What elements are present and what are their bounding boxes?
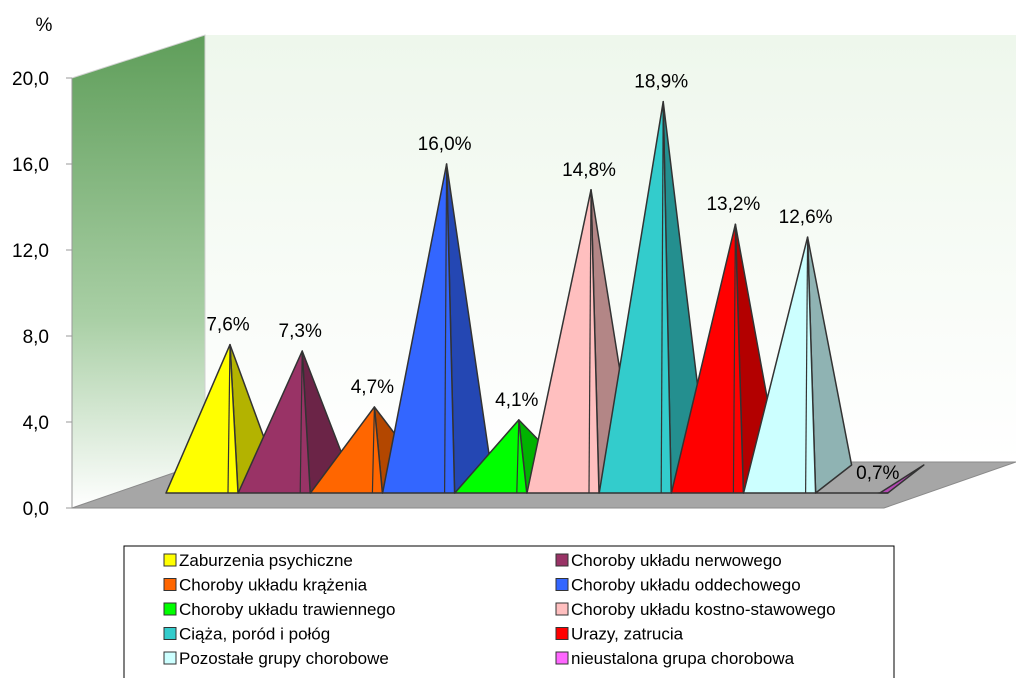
pyramid-edge bbox=[660, 101, 664, 494]
legend-label: Choroby układu nerwowego bbox=[571, 551, 782, 570]
legend-item: Urazy, zatrucia bbox=[555, 625, 684, 644]
data-labels: 7,6% 7,3% 4,7% 16,0% 4,1% 14,8% 18,9% 13,2% 12,6… bbox=[206, 72, 899, 484]
pyramid-edge bbox=[371, 406, 375, 494]
legend-item: Pozostałe grupy chorobowe bbox=[163, 649, 389, 668]
pyramid-edge bbox=[516, 419, 520, 494]
data-label: 16,0% bbox=[418, 134, 472, 155]
legend-item: Choroby układu oddechowego bbox=[555, 576, 801, 595]
pyramid-front-face bbox=[237, 350, 311, 494]
y-axis-title: % bbox=[36, 15, 53, 36]
legend-swatch bbox=[163, 578, 177, 591]
legend-label: Urazy, zatrucia bbox=[571, 625, 684, 644]
pyramid-edge bbox=[299, 351, 303, 494]
legend-item: Ciąża, poród i połóg bbox=[163, 625, 330, 644]
legend-label: Pozostałe grupy chorobowe bbox=[179, 649, 389, 668]
y-tick-label: 12,0 bbox=[12, 241, 49, 262]
legend-swatch bbox=[163, 627, 177, 640]
legend-label: Choroby układu krążenia bbox=[179, 576, 368, 595]
legend-label: Choroby układu oddechowego bbox=[571, 576, 801, 595]
legend-label: Choroby układu kostno-stawowego bbox=[571, 600, 836, 619]
legend-swatch bbox=[163, 553, 177, 567]
pyramid-4 bbox=[381, 163, 492, 494]
chart-side-wall bbox=[71, 34, 206, 509]
legend-label: Ciąża, poród i połóg bbox=[179, 625, 330, 644]
legend-item: Choroby układu nerwowego bbox=[555, 551, 782, 570]
pyramid-front-face bbox=[598, 100, 672, 494]
legend-label: nieustalona grupa chorobowa bbox=[571, 649, 795, 668]
legend-swatch bbox=[555, 578, 569, 591]
legend-swatch bbox=[555, 651, 569, 665]
pyramid-front-face bbox=[381, 163, 456, 494]
pyramid-edge bbox=[444, 163, 448, 494]
legend: Zaburzenia psychiczne Choroby układu nerw… bbox=[163, 551, 836, 668]
legend-swatch bbox=[163, 651, 177, 665]
legend-swatch bbox=[555, 553, 569, 567]
legend-swatch bbox=[555, 627, 569, 640]
pyramid-edge bbox=[588, 189, 592, 494]
y-tick-label: 20,0 bbox=[12, 69, 49, 90]
pyramid-series bbox=[165, 100, 925, 494]
y-tick-label: 4,0 bbox=[23, 413, 49, 434]
pyramid-edge bbox=[732, 224, 737, 494]
legend-swatch bbox=[555, 602, 569, 616]
data-label: 4,7% bbox=[351, 377, 394, 398]
pyramid-front-face bbox=[670, 223, 745, 494]
legend-item: nieustalona grupa chorobowa bbox=[555, 649, 795, 668]
data-label: 0,7% bbox=[856, 463, 899, 484]
data-label: 14,8% bbox=[562, 160, 616, 181]
legend-item: Choroby układu trawiennego bbox=[163, 600, 395, 619]
pyramid-front-face bbox=[454, 419, 528, 494]
legend-swatch bbox=[163, 602, 177, 616]
data-label: 7,6% bbox=[206, 315, 249, 336]
pyramid-edge bbox=[804, 237, 809, 494]
data-label: 18,9% bbox=[634, 72, 688, 93]
legend-label: Zaburzenia psychiczne bbox=[179, 551, 353, 570]
legend-label: Choroby układu trawiennego bbox=[179, 600, 395, 619]
pyramid-10 bbox=[815, 464, 925, 494]
pyramid-front-face bbox=[742, 236, 817, 494]
pyramid-edge bbox=[227, 344, 231, 494]
y-tick-label: 0,0 bbox=[23, 499, 49, 520]
data-label: 4,1% bbox=[495, 390, 538, 411]
legend-item: Choroby układu krążenia bbox=[163, 576, 368, 595]
data-label: 13,2% bbox=[706, 194, 760, 215]
legend-box bbox=[123, 545, 895, 678]
pyramid-front-face bbox=[309, 406, 384, 494]
pyramid-front-face bbox=[165, 343, 239, 494]
legend-item: Choroby układu kostno-stawowego bbox=[555, 600, 836, 619]
y-axis-ticks: 0,0 4,0 8,0 12,0 16,0 20,0 bbox=[12, 69, 72, 520]
y-tick-label: 16,0 bbox=[12, 155, 49, 176]
data-label: 12,6% bbox=[779, 207, 833, 228]
pyramid-9 bbox=[742, 236, 853, 494]
pyramid-front-face bbox=[526, 189, 600, 494]
data-label: 7,3% bbox=[279, 321, 322, 342]
y-tick-label: 8,0 bbox=[23, 327, 49, 348]
legend-item: Zaburzenia psychiczne bbox=[163, 551, 353, 570]
